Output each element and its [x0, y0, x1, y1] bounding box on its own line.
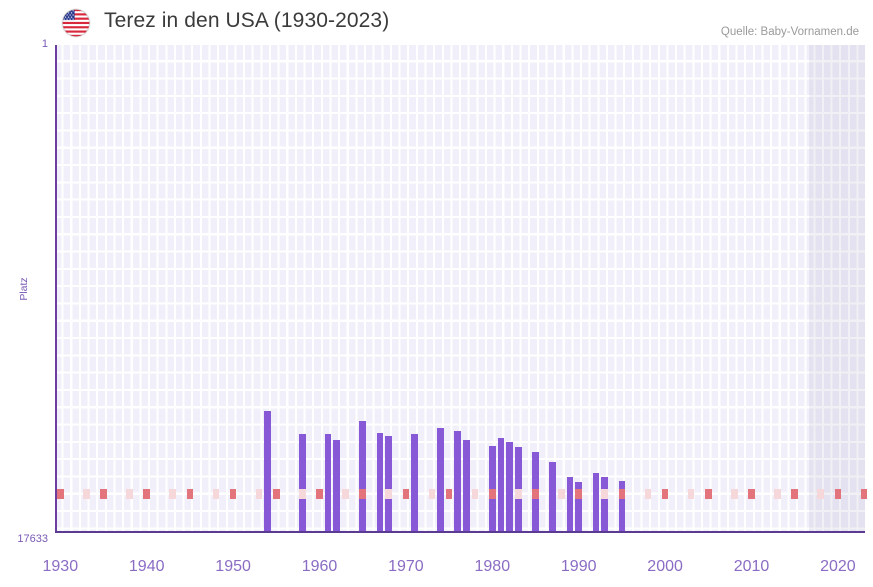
chart-plot-area [55, 45, 865, 533]
bar-1993[interactable] [601, 477, 608, 533]
bar-1971[interactable] [411, 434, 418, 533]
bar-1977[interactable] [463, 440, 470, 533]
x-tick-1978 [471, 489, 479, 499]
x-tick-1945 [186, 489, 194, 499]
y-axis-title: Platz [18, 277, 30, 301]
x-axis-label-2000: 2000 [647, 558, 683, 575]
x-tick-1935 [100, 489, 107, 499]
x-axis-line [55, 531, 865, 533]
x-tick-1988 [558, 489, 565, 499]
bar-1961[interactable] [324, 434, 332, 533]
bar-1965[interactable] [359, 421, 366, 533]
bar-1958[interactable] [298, 434, 306, 533]
x-tick-2000 [661, 489, 669, 499]
x-tick-2003 [687, 489, 695, 499]
x-tick-2005 [705, 489, 712, 499]
x-tick-2015 [791, 489, 798, 499]
x-tick-2023 [860, 489, 868, 499]
bar-1987[interactable] [549, 462, 557, 533]
x-tick-1980 [489, 489, 496, 499]
bar-1995[interactable] [618, 481, 626, 533]
x-tick-2010 [748, 489, 755, 499]
x-tick-1968 [385, 489, 392, 499]
x-tick-1930 [57, 489, 64, 499]
x-axis-label-1940: 1940 [128, 558, 165, 575]
bar-1976[interactable] [454, 431, 462, 533]
x-tick-1960 [316, 489, 323, 499]
bar-1962[interactable] [333, 440, 341, 533]
x-axis-label-1990: 1990 [560, 558, 597, 575]
x-tick-2013 [774, 489, 781, 499]
x-axis-label-1930: 1930 [42, 558, 79, 575]
x-tick-1995 [618, 489, 626, 499]
x-tick-1938 [126, 489, 133, 499]
x-tick-1950 [229, 489, 237, 499]
bar-1974[interactable] [437, 428, 444, 533]
x-tick-2020 [834, 489, 842, 499]
x-tick-1993 [601, 489, 608, 499]
bar-1968[interactable] [385, 436, 392, 533]
x-tick-1953 [255, 489, 263, 499]
y-axis-bottom-label: 17633 [17, 533, 48, 545]
bar-1990[interactable] [575, 482, 582, 533]
x-tick-1965 [359, 489, 366, 499]
x-tick-1985 [532, 489, 539, 499]
x-axis-label-1960: 1960 [301, 558, 338, 575]
x-axis-label-1980: 1980 [474, 558, 511, 575]
bar-1967[interactable] [376, 433, 384, 533]
x-axis-label-1950: 1950 [215, 558, 251, 575]
x-tick-1943 [169, 489, 176, 499]
bar-1992[interactable] [592, 473, 600, 533]
x-tick-1975 [445, 489, 453, 499]
x-axis-label-1970: 1970 [388, 558, 424, 575]
y-axis-line [55, 45, 57, 533]
x-tick-1958 [298, 489, 306, 499]
x-tick-1970 [402, 489, 410, 499]
x-tick-1990 [575, 489, 582, 499]
x-tick-2018 [817, 489, 824, 499]
incomplete-data-shading [808, 45, 865, 533]
x-tick-1973 [428, 489, 436, 499]
x-tick-1948 [212, 489, 220, 499]
bar-1954[interactable] [264, 411, 271, 533]
x-tick-2008 [730, 489, 738, 499]
page-title: Terez in den USA (1930-2023) [104, 9, 390, 32]
x-axis-label-2010: 2010 [733, 558, 770, 575]
x-tick-1998 [644, 489, 652, 499]
x-tick-1933 [82, 489, 90, 499]
x-tick-1940 [143, 489, 150, 499]
x-tick-1983 [514, 489, 522, 499]
bar-1989[interactable] [566, 477, 574, 533]
y-axis-top-label: 1 [41, 38, 48, 50]
x-tick-1963 [342, 489, 349, 499]
us-flag-icon [62, 9, 90, 37]
bar-1982[interactable] [506, 442, 513, 533]
source-attribution: Quelle: Baby-Vornamen.de [720, 26, 859, 38]
x-axis-label-2020: 2020 [820, 558, 856, 575]
x-tick-1955 [273, 489, 280, 499]
bar-1981[interactable] [497, 438, 505, 533]
chart-header: Terez in den USA (1930-2023) Quelle: Bab… [0, 0, 873, 42]
